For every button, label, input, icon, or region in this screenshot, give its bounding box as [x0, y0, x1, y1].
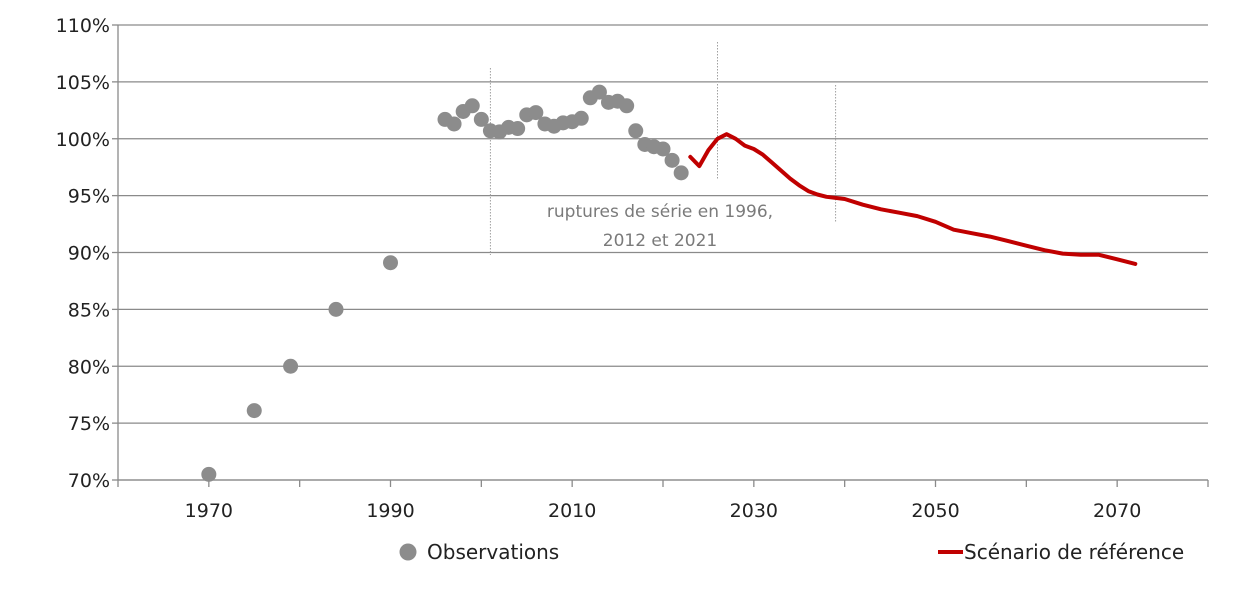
data-point-observation	[446, 116, 462, 132]
y-axis-ticks: 70% 75% 80% 85% 90% 95% 100% 105% 110%	[56, 15, 118, 492]
y-tick-label: 70%	[68, 470, 110, 492]
legend-label-observations: Observations	[427, 540, 559, 564]
x-tick-label: 1990	[366, 500, 414, 522]
data-point-observation	[591, 84, 607, 100]
x-tick-label: 2030	[730, 500, 778, 522]
annotation-line-2: 2012 et 2021	[603, 231, 717, 251]
reference-scenario-line	[688, 132, 1138, 266]
x-tick-label: 2050	[911, 500, 959, 522]
x-tick-label: 2010	[548, 500, 596, 522]
y-tick-label: 85%	[68, 299, 110, 321]
y-tick-label: 95%	[68, 186, 110, 208]
data-point-observation	[664, 152, 680, 168]
data-point-observation	[328, 301, 344, 317]
data-point-observation	[573, 110, 589, 126]
x-tick-label: 1970	[185, 500, 233, 522]
data-point-observation	[673, 165, 689, 181]
observations-series	[201, 84, 689, 482]
data-point-observation	[464, 98, 480, 114]
legend: Observations Scénario de référence	[399, 540, 1184, 564]
annotation-line-1: ruptures de série en 1996,	[547, 202, 773, 222]
y-tick-label: 110%	[56, 15, 110, 37]
legend-item-reference-scenario: Scénario de référence	[938, 540, 1184, 564]
x-tick-label: 2070	[1093, 500, 1141, 522]
legend-item-observations: Observations	[399, 540, 559, 564]
data-point-observation	[201, 466, 217, 482]
data-point-observation	[473, 111, 489, 127]
data-point-observation	[283, 358, 299, 374]
legend-label-reference-scenario: Scénario de référence	[964, 540, 1184, 564]
y-tick-label: 75%	[68, 413, 110, 435]
y-tick-label: 90%	[68, 243, 110, 265]
y-tick-label: 100%	[56, 129, 110, 151]
data-point-observation	[628, 123, 644, 139]
x-axis-ticks: 1970 1990 2010 2030 2050 2070	[117, 480, 1209, 522]
grid	[118, 24, 1208, 481]
data-point-observation	[510, 121, 526, 137]
data-point-observation	[246, 403, 262, 419]
data-point-observation	[383, 255, 398, 271]
data-point-observation	[528, 105, 544, 121]
data-point-observation	[619, 98, 635, 114]
data-point-observation	[655, 141, 671, 157]
y-tick-label: 105%	[56, 72, 110, 94]
legend-marker-observations	[399, 543, 417, 561]
y-tick-label: 80%	[68, 356, 110, 378]
